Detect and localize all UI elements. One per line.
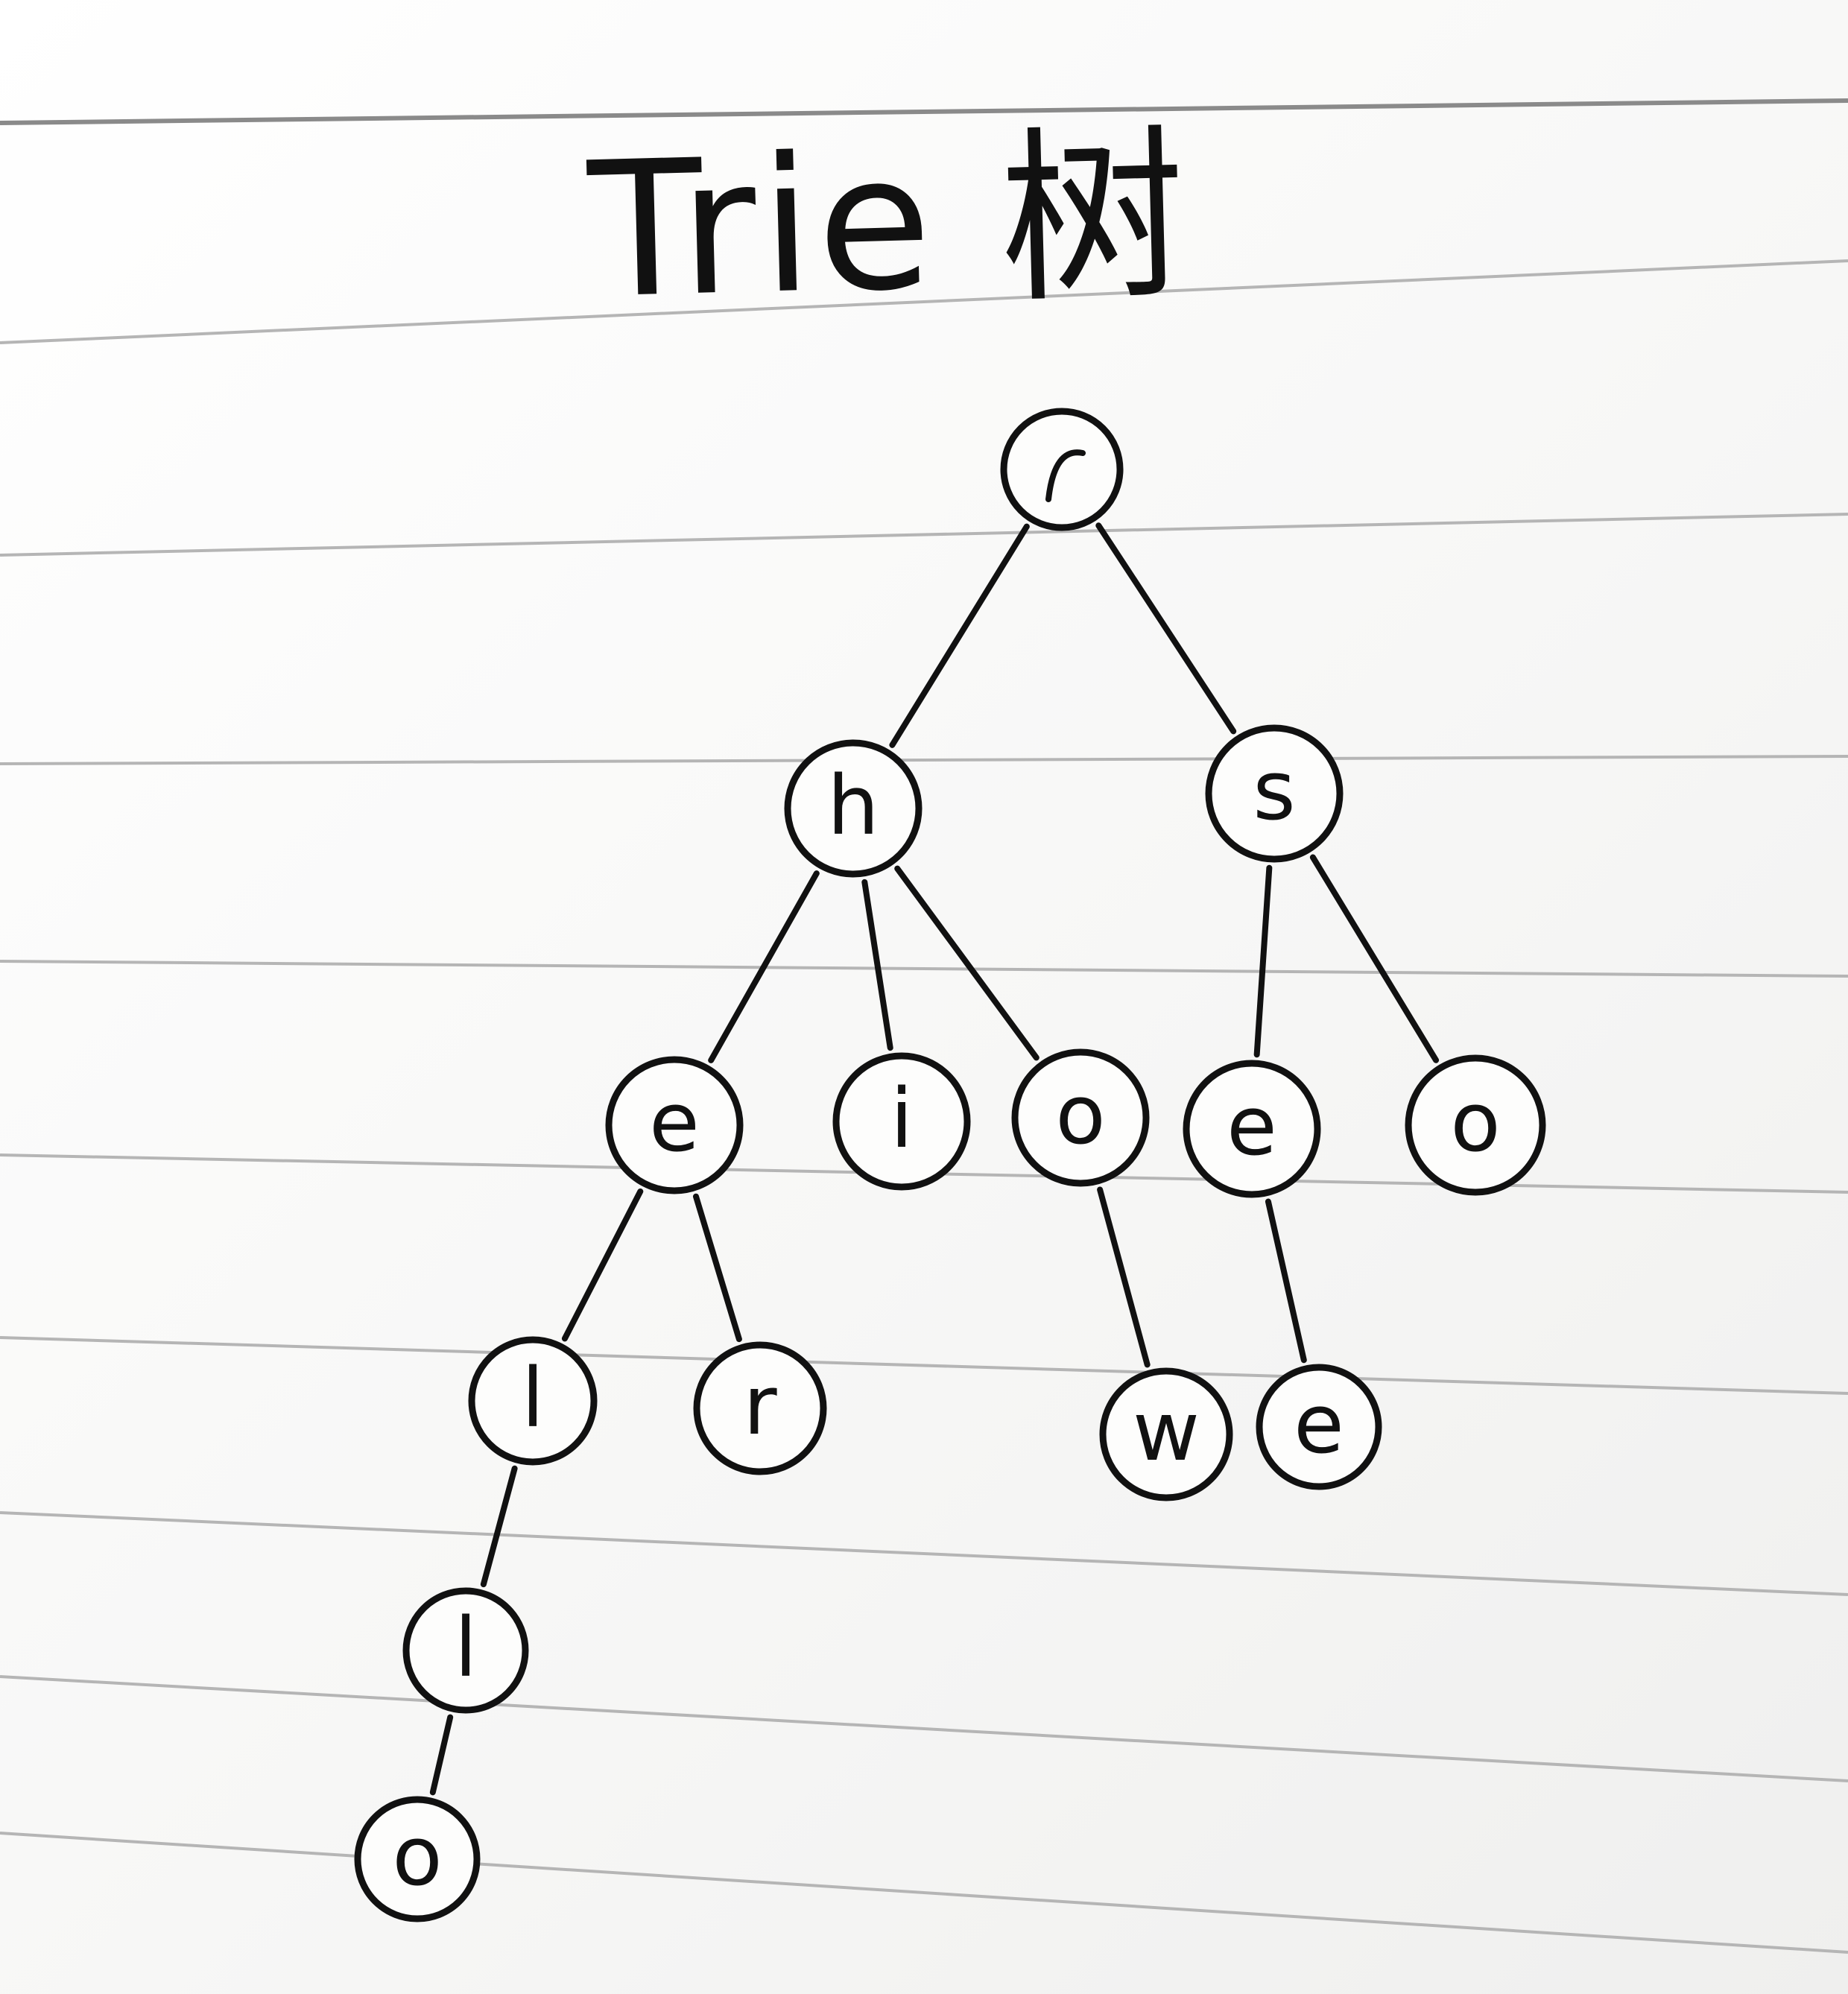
trie-edge-root-h xyxy=(889,523,1030,748)
trie-edge-h-hi xyxy=(861,879,893,1051)
trie-node-label: e xyxy=(1294,1376,1344,1472)
trie-node-label: e xyxy=(1227,1078,1277,1174)
trie-node-label: o xyxy=(392,1808,442,1904)
trie-edge-s-se xyxy=(1253,864,1273,1058)
trie-node-circle xyxy=(784,739,923,878)
trie-node-circle xyxy=(1256,1364,1382,1490)
trie-node-se: e xyxy=(1183,1060,1321,1198)
trie-node-label: r xyxy=(743,1358,777,1453)
trie-node-circle xyxy=(468,1336,598,1466)
trie-node-hel: l xyxy=(468,1336,598,1466)
trie-node-circle xyxy=(402,1587,529,1714)
trie-node-s: s xyxy=(1205,724,1344,863)
trie-node-circle xyxy=(1205,724,1344,863)
trie-node-how: w xyxy=(1099,1367,1233,1501)
trie-edge-hel-hell xyxy=(480,1465,518,1588)
root-mark xyxy=(1045,449,1086,502)
trie-node-label: w xyxy=(1133,1384,1200,1479)
trie-node-label: h xyxy=(827,758,879,853)
notebook-line xyxy=(0,1511,1848,1596)
trie-node-ho: o xyxy=(1011,1048,1150,1187)
trie-node-label: i xyxy=(890,1071,914,1166)
trie-node-label: e xyxy=(649,1074,700,1170)
trie-node-circle xyxy=(693,1341,827,1475)
notebook-line xyxy=(0,755,1848,765)
trie-node-hello: o xyxy=(354,1796,481,1922)
trie-node-he: e xyxy=(605,1056,744,1194)
trie-edge-s-so xyxy=(1309,854,1440,1063)
trie-node-circle xyxy=(1183,1060,1321,1198)
trie-node-label: o xyxy=(1055,1067,1105,1162)
trie-edge-h-ho xyxy=(894,865,1040,1061)
trie-edge-h-he xyxy=(708,870,820,1063)
trie-node-circle xyxy=(605,1056,744,1194)
trie-node-circle xyxy=(1405,1054,1546,1196)
trie-node-circle xyxy=(832,1052,971,1191)
trie-node-circle xyxy=(354,1796,481,1922)
trie-edge-he-hel xyxy=(561,1188,644,1342)
notebook-line xyxy=(0,1675,1848,1782)
notebook-line xyxy=(0,1832,1848,1954)
trie-edge-root-s xyxy=(1095,522,1237,735)
trie-node-label: s xyxy=(1253,743,1295,838)
trie-node-so: o xyxy=(1405,1054,1546,1196)
trie-edges xyxy=(429,522,1440,1796)
trie-node-circle xyxy=(1099,1367,1233,1501)
notebook-line xyxy=(0,960,1848,978)
trie-edge-hell-hello xyxy=(429,1714,454,1796)
trie-node-label: l xyxy=(522,1350,545,1446)
trie-edge-ho-how xyxy=(1097,1186,1151,1368)
trie-node-label: l xyxy=(455,1600,478,1695)
trie-node-circle xyxy=(1011,1048,1150,1187)
trie-node-root xyxy=(1000,408,1124,531)
trie-nodes: h se i o e ol r w elo xyxy=(354,408,1546,1922)
trie-node-see: e xyxy=(1256,1364,1382,1490)
trie-node-h: h xyxy=(784,739,923,878)
notebook-line xyxy=(0,1336,1848,1395)
notebook-line xyxy=(0,98,1848,125)
trie-edge-se-see xyxy=(1265,1198,1307,1364)
trie-node-hell: l xyxy=(402,1587,529,1714)
notebook-line xyxy=(0,259,1848,344)
trie-node-hi: i xyxy=(832,1052,971,1191)
trie-edge-he-her xyxy=(692,1193,742,1343)
trie-node-circle xyxy=(1000,408,1124,531)
notebook-line xyxy=(0,513,1848,557)
trie-node-label: o xyxy=(1450,1074,1500,1170)
trie-node-her: r xyxy=(693,1341,827,1475)
